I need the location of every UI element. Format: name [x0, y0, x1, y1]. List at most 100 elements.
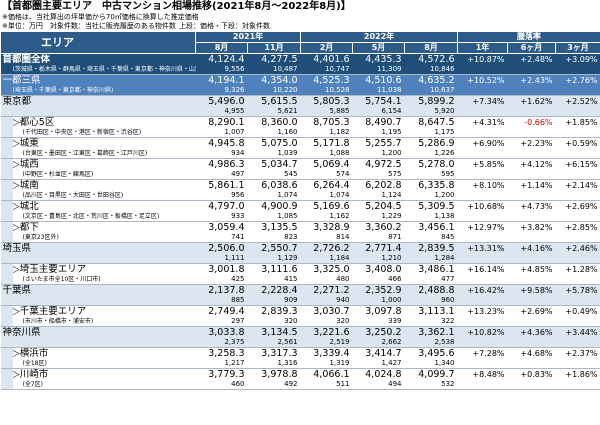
count: 1,074 — [277, 191, 298, 199]
change: +4.16% — [520, 244, 553, 253]
count: 1,175 — [434, 128, 455, 136]
table-row: 首都圏全体 (茨城県・栃木県・群馬県・埼玉県・千葉県・東京都・神奈川県・山梨県) 4… — [0, 53, 600, 75]
area-name: ▷都心5区 — [12, 117, 55, 128]
area-cell: 一都三県 (埼玉県・千葉県・東京都・神奈川県) — [0, 74, 196, 96]
change-cell: +8.10% — [457, 179, 508, 201]
count: 1,316 — [277, 359, 298, 367]
change-cell: +10.82% — [457, 326, 508, 348]
count: 415 — [284, 275, 298, 283]
price-table: エリア 2021年 2022年 騰落率 8月 11月 2月 5月 8月 1年 6ヶ月 3ヶ月 … — [0, 31, 600, 390]
price: 3,978.8 — [261, 369, 298, 380]
value-cell: 5,309.5 1,138 — [404, 200, 458, 222]
change-cell: +4.85% — [507, 263, 556, 285]
count: 339 — [388, 317, 402, 325]
count: 9,556 — [224, 65, 245, 73]
header-row: エリア 2021年 2022年 騰落率 — [0, 31, 600, 54]
value-cell: 3,001.8 425 — [195, 263, 248, 285]
change: -0.66% — [524, 118, 553, 127]
price: 5,286.9 — [418, 138, 455, 149]
table-row: 千葉県 2,137.8 885 2,228.4 909 2,271.2 940 2,352.9… — [0, 284, 600, 306]
change: +7.28% — [472, 349, 505, 358]
price: 8,705.3 — [313, 117, 350, 128]
value-cell: 5,034.7 545 — [247, 158, 301, 180]
price: 4,401.6 — [313, 54, 350, 65]
area-cell: ▷横浜市 (全18区) — [12, 347, 196, 369]
count: 934 — [231, 149, 245, 157]
area-cell: ▷川崎市 (全7区) — [12, 368, 196, 390]
count: 10,487 — [273, 65, 298, 73]
price: 4,354.0 — [261, 75, 298, 86]
value-cell: 3,486.1 477 — [404, 263, 458, 285]
price: 3,135.5 — [261, 222, 298, 233]
value-cell: 3,111.6 415 — [247, 263, 301, 285]
change-cell: +2.69% — [555, 200, 600, 222]
change-cell: +0.49% — [555, 305, 600, 327]
value-cell: 4,900.9 1,085 — [247, 200, 301, 222]
count: 297 — [231, 317, 245, 325]
value-cell: 5,286.9 1,226 — [404, 137, 458, 159]
count: 845 — [441, 233, 455, 241]
price: 3,360.2 — [365, 222, 402, 233]
count: 956 — [231, 191, 245, 199]
price: 6,335.8 — [418, 180, 455, 191]
price: 2,726.2 — [313, 243, 350, 254]
area-name: ▷都下 — [12, 222, 39, 233]
change-cell: +1.86% — [555, 368, 600, 390]
month-header: 11月 — [246, 42, 302, 54]
change-cell: +16.14% — [457, 263, 508, 285]
price: 2,771.4 — [365, 243, 402, 254]
change: +1.62% — [520, 97, 553, 106]
price: 3,030.7 — [313, 306, 350, 317]
change-cell: +2.23% — [507, 137, 556, 159]
value-cell: 5,069.4 574 — [300, 158, 353, 180]
change: +10.87% — [467, 55, 505, 64]
change: +5.78% — [565, 286, 598, 295]
change-header: 騰落率 — [457, 31, 600, 43]
value-cell: 3,414.7 1,427 — [352, 347, 405, 369]
price: 8,360.0 — [261, 117, 298, 128]
area-name: 首都圏全体 — [2, 54, 51, 65]
change: +2.69% — [520, 307, 553, 316]
count: 477 — [441, 275, 455, 283]
value-cell: 3,328.9 814 — [300, 221, 353, 243]
value-cell: 2,771.4 1,210 — [352, 242, 405, 264]
change: +2.76% — [565, 76, 598, 85]
price: 3,779.3 — [208, 369, 245, 380]
value-cell: 4,124.4 9,556 — [195, 53, 248, 75]
area-sub: (品川区・目黒区・大田区・世田谷区) — [22, 192, 124, 199]
value-cell: 4,354.0 10,220 — [247, 74, 301, 96]
value-cell: 6,264.4 1,074 — [300, 179, 353, 201]
change-cell: +2.52% — [555, 95, 600, 117]
area-name: 一都三県 — [2, 75, 41, 86]
value-cell: 5,861.1 956 — [195, 179, 248, 201]
count: 425 — [231, 275, 245, 283]
value-cell: 2,726.2 1,184 — [300, 242, 353, 264]
change: +16.42% — [467, 286, 505, 295]
value-cell: 6,038.6 1,074 — [247, 179, 301, 201]
count: 595 — [441, 170, 455, 178]
value-cell: 3,408.0 466 — [352, 263, 405, 285]
change: +6.15% — [565, 160, 598, 169]
indent — [0, 137, 13, 159]
value-cell: 3,779.3 460 — [195, 368, 248, 390]
note: ※単位：万円 対象件数：当社に販売履歴のある物件数 — [2, 22, 176, 30]
area-cell: ▷城東 (台東区・墨田区・江東区・葛飾区・江戸川区) — [12, 137, 196, 159]
value-cell: 3,339.4 1,319 — [300, 347, 353, 369]
change-cell: +1.85% — [555, 116, 600, 138]
count: 6,154 — [381, 107, 402, 115]
value-cell: 2,749.4 297 — [195, 305, 248, 327]
price: 8,290.1 — [208, 117, 245, 128]
count: 1,124 — [381, 191, 402, 199]
count: 320 — [336, 317, 350, 325]
count: 1,340 — [434, 359, 455, 367]
price: 2,271.2 — [313, 285, 350, 296]
change-cell: +12.97% — [457, 221, 508, 243]
price: 5,034.7 — [261, 159, 298, 170]
change-cell: +5.78% — [555, 284, 600, 306]
count: 10,220 — [273, 86, 298, 94]
price: 4,797.0 — [208, 201, 245, 212]
count: 1,226 — [434, 149, 455, 157]
change: +9.58% — [520, 286, 553, 295]
table-row: ▷城東 (台東区・墨田区・江東区・葛飾区・江戸川区) 4,945.8 934 5,075… — [0, 137, 600, 159]
